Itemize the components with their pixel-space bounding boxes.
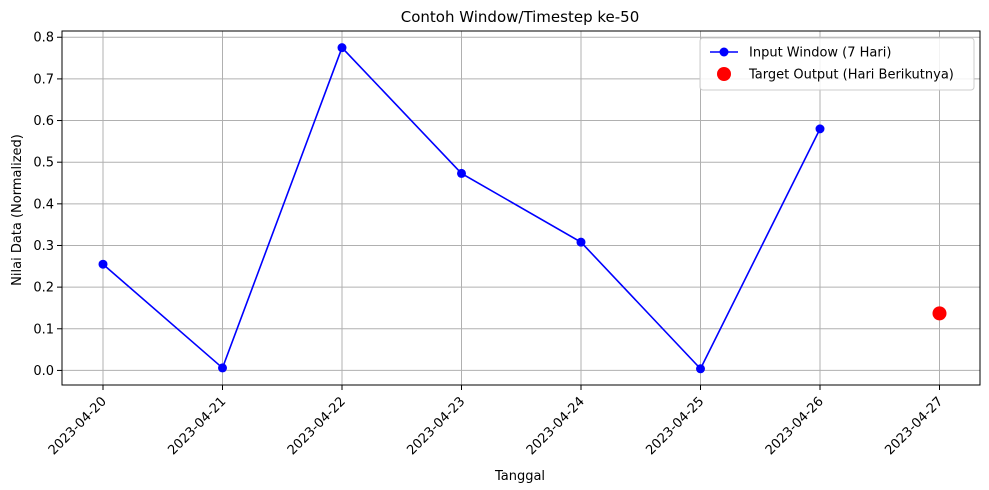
data-point: [696, 364, 705, 374]
legend-box: [699, 37, 975, 91]
data-point: [337, 43, 347, 53]
y-tick-label: 0.3: [33, 239, 54, 254]
data-point: [218, 363, 227, 373]
y-axis: 0.0 0.1 0.2 0.3 0.4 0.5 0.6 0.7 0.8: [33, 31, 62, 379]
y-tick-label: 0.4: [33, 197, 54, 212]
series-1: [932, 306, 947, 321]
y-tick-label: 0.8: [33, 31, 54, 46]
y-tick-label: 0.5: [33, 156, 54, 171]
y-tick-label: 0.1: [33, 322, 54, 337]
y-axis-title: Nilai Data (Normalized): [10, 134, 25, 286]
legend-label: Input Window (7 Hari): [749, 46, 891, 61]
legend: Input Window (7 Hari) Target Output (Hari…: [699, 37, 975, 91]
x-axis-title: Tanggal: [494, 469, 545, 484]
legend-marker-swatch: [719, 47, 729, 57]
y-tick-label: 0.6: [33, 114, 54, 129]
data-point: [457, 168, 466, 178]
plot-frame: [61, 30, 981, 386]
target-point: [932, 306, 947, 321]
chart-title: Contoh Window/Timestep ke-50: [401, 8, 640, 26]
legend-marker-swatch: [717, 67, 731, 81]
y-tick-label: 0.0: [33, 364, 54, 379]
y-tick-label: 0.7: [33, 72, 54, 87]
data-point: [815, 124, 825, 134]
data-point: [576, 237, 586, 247]
y-tick-label: 0.2: [33, 281, 54, 296]
legend-item: Target Output (Hari Berikutnya): [717, 67, 954, 83]
series-0: [98, 43, 825, 374]
data-point: [98, 259, 108, 269]
legend-item: Input Window (7 Hari): [710, 46, 891, 61]
legend-label: Target Output (Hari Berikutnya): [748, 68, 954, 83]
series-layer: [98, 43, 947, 374]
